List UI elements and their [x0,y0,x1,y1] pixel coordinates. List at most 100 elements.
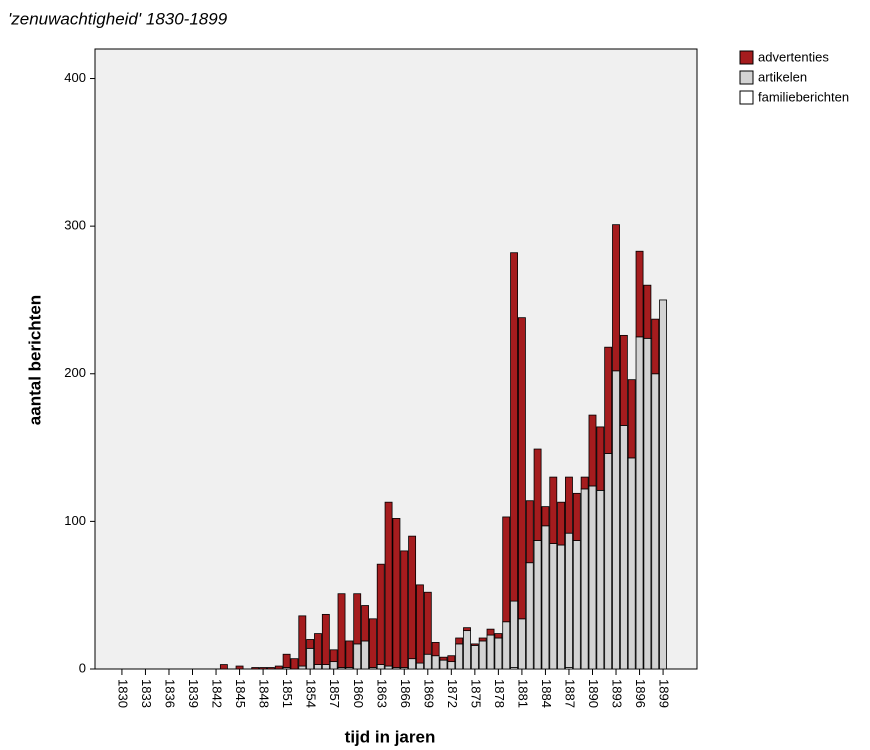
bar-segment [572,492,581,541]
bar-segment [439,659,448,670]
bar-segment [400,550,409,668]
bar-segment [376,664,385,670]
bar-segment [494,633,503,639]
bar-segment [329,649,338,663]
bar-segment [651,373,660,670]
x-tick-label: 1875 [468,679,483,708]
bar-segment [267,667,275,670]
x-tick-label: 1836 [163,679,178,708]
bar-segment [431,655,440,670]
bar-segment [298,665,307,670]
legend-label: familieberichten [758,89,849,104]
x-tick-label: 1890 [586,679,601,708]
bar-segment [604,453,613,670]
bar-segment [565,476,573,534]
x-axis-label: tijd in jaren [345,727,436,746]
x-tick-label: 1830 [115,679,130,708]
bar-segment [306,639,315,649]
bar-segment [361,605,369,642]
x-tick-label: 1851 [280,679,295,708]
bar-segment [651,318,660,375]
bar-segment [447,661,456,670]
bar-segment [321,613,330,665]
bar-segment [408,658,417,670]
x-tick-label: 1878 [492,679,507,708]
bar-segment [478,637,487,642]
x-tick-label: 1884 [539,679,554,708]
bar-segment [431,642,440,657]
chart-title: 'zenuwachtigheid' 1830-1899 [8,9,228,28]
x-tick-label: 1866 [398,679,413,708]
bar-segment [525,500,534,564]
bar-segment [525,562,534,670]
bar-segment [502,621,511,670]
x-tick-label: 1848 [257,679,272,708]
bar-segment [619,425,628,670]
bar-segment [517,317,526,620]
y-axis-label: aantal berichten [25,295,44,425]
bar-segment [596,489,605,670]
bar-segment [565,532,573,668]
bar-segment [384,501,393,667]
bar-segment [643,337,652,670]
bar-segment [368,618,377,668]
bar-segment [235,665,244,670]
bar-segment [486,634,495,670]
x-tick-label: 1857 [327,679,342,708]
bar-segment [557,544,566,670]
legend-swatch [739,50,754,65]
bar-segment [510,252,518,602]
bar-segment [635,250,644,338]
bar-segment [392,518,401,668]
bar-segment [463,627,471,632]
bar-segment [659,299,667,670]
bar-segment [337,593,346,668]
bar-segment [588,414,597,487]
bar-segment [627,379,636,459]
bar-segment [533,540,542,670]
bar-segment [627,457,636,670]
bar-segment [470,643,479,646]
y-tick-label: 300 [64,218,86,233]
bar-segment [290,658,299,670]
y-tick-label: 400 [64,70,86,85]
bar-segment [533,448,542,541]
bar-segment [478,640,487,670]
x-tick-label: 1872 [445,679,460,708]
bar-segment [541,506,550,527]
bar-segment [353,643,362,670]
bar-segment [439,656,448,661]
bar-segment [423,653,432,670]
bar-segment [596,426,605,491]
bar-segment [549,543,558,670]
bar-segment [321,664,330,670]
x-tick-label: 1893 [610,679,625,708]
bar-segment [259,667,268,670]
bar-segment [423,591,432,655]
bar-segment [517,618,526,670]
x-tick-label: 1833 [139,679,154,708]
bar-segment [298,615,307,667]
bar-segment [510,600,518,668]
bar-segment [282,653,291,668]
bar-segment [306,647,315,670]
x-tick-label: 1863 [374,679,389,708]
x-tick-label: 1845 [233,679,248,708]
bar-segment [643,284,652,339]
x-tick-label: 1854 [304,679,319,708]
bar-segment [274,665,283,670]
bar-segment [619,334,628,426]
bar-segment [635,336,644,670]
x-tick-label: 1887 [563,679,578,708]
x-tick-label: 1860 [351,679,366,708]
bar-segment [549,476,558,544]
bar-segment [588,485,597,670]
bar-segment [541,525,550,670]
bar-segment [376,563,385,665]
legend-swatch [739,70,754,85]
bar-segment [251,667,260,670]
bar-segment [416,662,424,670]
bar-segment [314,664,322,670]
legend-swatch [739,90,754,105]
